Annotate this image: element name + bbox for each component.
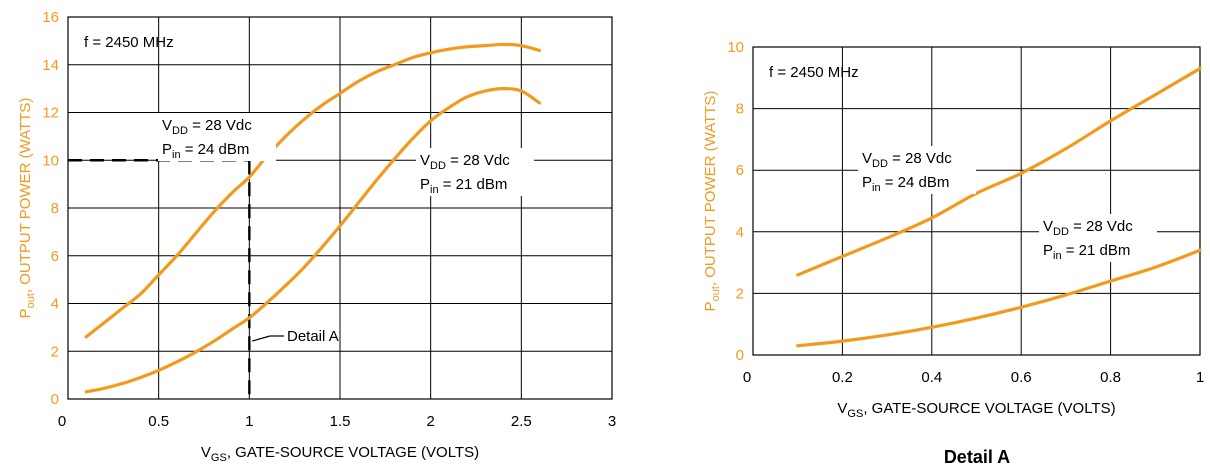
label-rest: , OUTPUT POWER (WATTS): [17, 98, 34, 294]
y-tick-label: 2: [51, 343, 59, 360]
label-subscript: in: [1053, 250, 1062, 262]
x-tick-label: 3: [608, 413, 616, 430]
label-rest: = 28 Vdc: [888, 150, 952, 167]
frequency-note: f = 2450 MHz: [769, 64, 859, 81]
series-line-2: [84, 87, 542, 394]
y-tick-label: 6: [736, 162, 744, 179]
label-subscript: DD: [872, 158, 888, 170]
x-tick-label: 1: [245, 413, 253, 430]
series-label-input: Pin = 24 dBm: [862, 174, 949, 194]
label-subscript: in: [430, 184, 439, 196]
label-rest: = 28 Vdc: [446, 152, 510, 169]
x-axis-label: VGS, GATE-SOURCE VOLTAGE (VOLTS): [837, 400, 1115, 420]
series-label-input: Pin = 24 dBm: [162, 141, 249, 161]
label-rest: , GATE-SOURCE VOLTAGE (VOLTS): [863, 400, 1115, 417]
y-axis-label: Pout, OUTPUT POWER (WATTS): [17, 98, 37, 319]
y-tick-label: 6: [51, 248, 59, 265]
x-tick-label: 2.5: [511, 413, 532, 430]
label-main: V: [201, 444, 211, 461]
x-tick-label: 1: [1196, 369, 1204, 386]
label-main: V: [837, 400, 847, 417]
series-label-bg: [858, 146, 976, 194]
y-tick-label: 16: [42, 9, 59, 26]
series-label-bg: [416, 148, 534, 196]
y-tick-label: 4: [51, 296, 59, 313]
x-tick-label: 0.4: [921, 369, 942, 386]
label-rest: = 21 dBm: [1062, 242, 1131, 259]
y-tick-label: 8: [51, 200, 59, 217]
label-main: P: [17, 308, 34, 318]
x-tick-label: 0: [58, 413, 66, 430]
label-subscript: GS: [211, 452, 227, 464]
y-tick-label: 10: [42, 152, 59, 169]
detail-caption: Detail A: [944, 447, 1010, 467]
x-tick-label: 0: [743, 369, 751, 386]
label-main: P: [162, 141, 172, 158]
label-rest: = 24 dBm: [881, 174, 950, 191]
label-subscript: DD: [430, 160, 446, 172]
label-rest: , GATE-SOURCE VOLTAGE (VOLTS): [227, 444, 479, 461]
series-label-bg: [158, 113, 276, 161]
label-main: P: [1043, 242, 1053, 259]
label-main: P: [862, 174, 872, 191]
y-tick-label: 0: [51, 391, 59, 408]
series-line-2: [796, 248, 1202, 348]
detail-callout-label: Detail A: [287, 328, 339, 345]
series-label-supply: VDD = 28 Vdc: [420, 152, 510, 172]
label-subscript: out: [25, 293, 37, 308]
series-label-input: Pin = 21 dBm: [420, 176, 507, 196]
label-main: V: [420, 152, 430, 169]
label-main: V: [1043, 218, 1053, 235]
label-subscript: out: [710, 286, 722, 301]
y-axis-label: Pout, OUTPUT POWER (WATTS): [702, 91, 722, 312]
y-tick-label: 12: [42, 105, 59, 122]
y-tick-label: 4: [736, 224, 744, 241]
x-tick-label: 1.5: [330, 413, 351, 430]
series-label-supply: VDD = 28 Vdc: [162, 117, 252, 137]
x-axis-label: VGS, GATE-SOURCE VOLTAGE (VOLTS): [201, 444, 479, 464]
label-main: P: [420, 176, 430, 193]
label-subscript: DD: [172, 125, 188, 137]
label-rest: = 28 Vdc: [188, 117, 252, 134]
series-line-1: [84, 42, 542, 339]
label-rest: = 28 Vdc: [1069, 218, 1133, 235]
y-tick-label: 0: [736, 347, 744, 364]
y-tick-label: 14: [42, 57, 59, 74]
label-subscript: in: [172, 149, 181, 161]
x-tick-label: 0.6: [1011, 369, 1032, 386]
y-tick-label: 10: [727, 39, 744, 56]
label-rest: , OUTPUT POWER (WATTS): [702, 91, 719, 287]
label-main: V: [862, 150, 872, 167]
series-line-1: [796, 66, 1202, 277]
label-main: V: [162, 117, 172, 134]
plot-frame: [67, 16, 613, 400]
detail-callout-leader: [252, 335, 271, 342]
plot-frame: [752, 46, 1201, 356]
frequency-note: f = 2450 MHz: [84, 34, 174, 51]
label-main: P: [702, 301, 719, 311]
series-label-input: Pin = 21 dBm: [1043, 242, 1130, 262]
series-label-supply: VDD = 28 Vdc: [1043, 218, 1133, 238]
x-tick-label: 0.5: [148, 413, 169, 430]
label-rest: = 21 dBm: [439, 176, 508, 193]
label-subscript: DD: [1053, 226, 1069, 238]
label-subscript: in: [872, 182, 881, 194]
y-tick-label: 8: [736, 101, 744, 118]
x-tick-label: 2: [426, 413, 434, 430]
x-tick-label: 0.2: [832, 369, 853, 386]
label-subscript: GS: [847, 408, 863, 420]
series-label-bg: [1039, 214, 1157, 262]
label-rest: = 24 dBm: [181, 141, 250, 158]
y-tick-label: 2: [736, 285, 744, 302]
x-tick-label: 0.8: [1100, 369, 1121, 386]
series-label-supply: VDD = 28 Vdc: [862, 150, 952, 170]
